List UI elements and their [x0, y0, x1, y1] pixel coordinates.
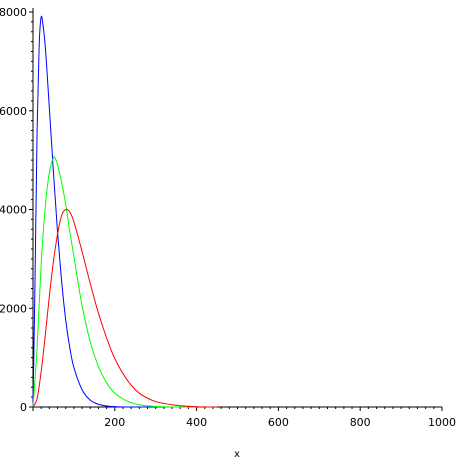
x-tick-label: 400: [186, 416, 207, 429]
x-tick-label: 200: [104, 416, 125, 429]
axes: 200 400 600 800 1000 0 2000 4000 6000 8000: [0, 6, 456, 429]
y-tick-label: 6000: [0, 105, 27, 118]
y-tick-label: 0: [20, 401, 27, 414]
x-tick-label: 600: [268, 416, 289, 429]
y-tick-label: 8000: [0, 6, 27, 19]
y-tick-label: 2000: [0, 302, 27, 315]
x-tick-label: 800: [350, 416, 371, 429]
y-tick-label: 4000: [0, 204, 27, 217]
series-line-3: [32, 208, 218, 408]
series-line-1: [32, 15, 197, 408]
x-tick-label: 1000: [428, 416, 456, 429]
x-axis-title: x: [234, 449, 240, 460]
series-group: [32, 15, 218, 408]
series-line-2: [32, 156, 197, 408]
